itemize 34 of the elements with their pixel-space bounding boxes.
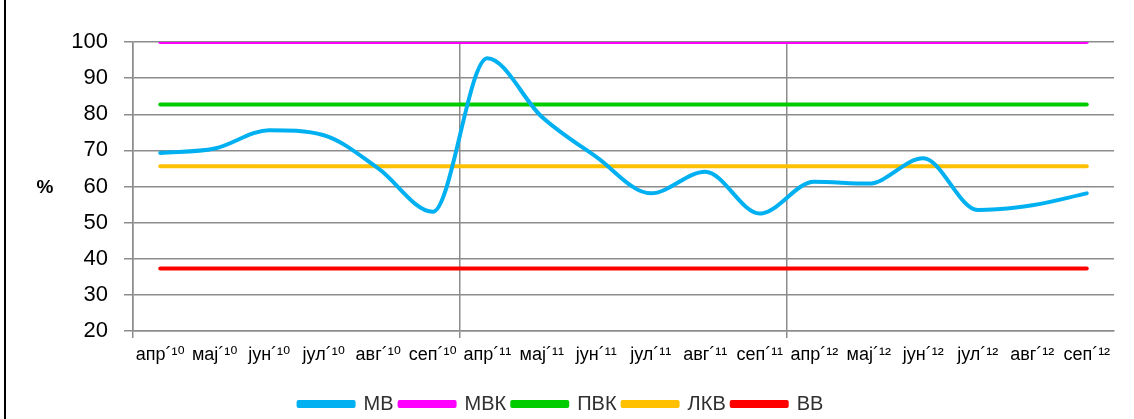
x-tick-label: апр´¹¹ [463,343,512,364]
legend-label: МВК [464,391,507,414]
x-tick-label: авг´¹⁰ [355,343,401,364]
x-tick-label: авг´¹² [1010,343,1055,364]
x-tick-label: сеп´¹⁰ [408,343,457,364]
legend-label: ПВК [577,391,617,414]
x-tick-label: мај´¹² [846,343,891,364]
line-series [158,56,1089,216]
y-tick-label: 60 [83,172,108,198]
x-tick-label: сеп´¹² [1063,343,1111,364]
x-tick-label: мај´¹⁰ [191,343,238,364]
y-tick-label: 70 [83,136,108,162]
y-tick-label: 80 [83,100,108,126]
y-tick-label: 20 [83,317,108,343]
legend-label: ВВ [796,391,824,414]
x-tick-label: јул´¹⁰ [301,343,345,364]
legend-label: МВ [363,391,394,414]
y-tick-label: 50 [83,208,108,234]
x-tick-label: јул´¹² [956,343,999,364]
y-tick-label: 30 [83,280,108,306]
x-tick-label: јун´¹² [901,343,944,364]
x-tick-label: јун´¹⁰ [247,343,291,364]
x-tick-label: јул´¹¹ [629,343,672,364]
legend-label: ЛКВ [687,391,726,414]
x-tick-label: јун´¹¹ [574,343,617,364]
x-tick-label: сеп´¹¹ [736,343,784,364]
x-tick-label: мај´¹¹ [519,343,564,364]
x-tick-label: апр´¹⁰ [135,343,185,364]
y-tick-label: 100 [71,28,108,54]
x-tick-label: авг´¹¹ [683,343,728,364]
y-axis-title: % [36,175,54,197]
y-tick-label: 40 [83,244,108,270]
y-tick-label: 90 [83,64,108,90]
x-tick-label: апр´¹² [790,343,839,364]
